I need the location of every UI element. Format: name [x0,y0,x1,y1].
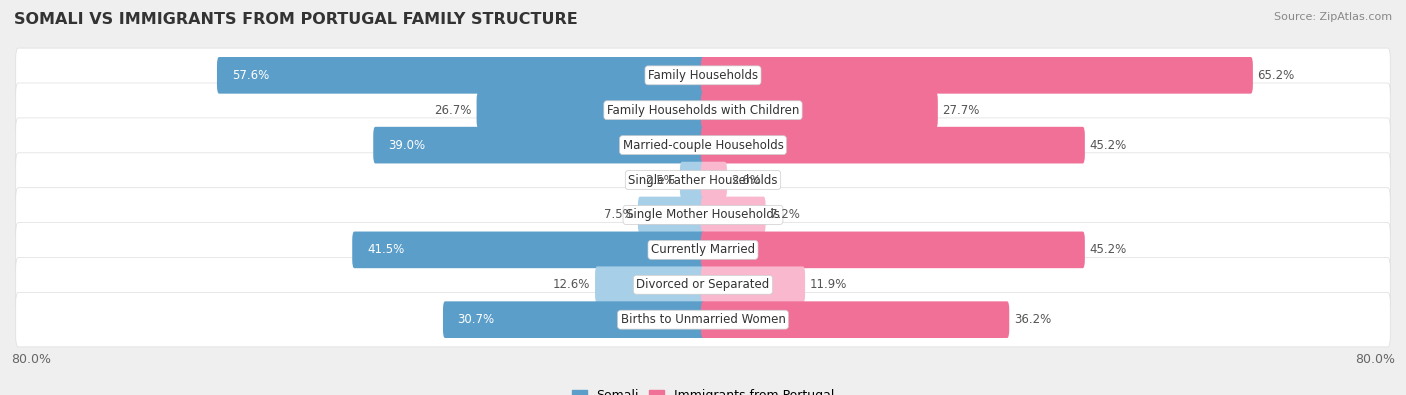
FancyBboxPatch shape [638,197,704,233]
Text: Divorced or Separated: Divorced or Separated [637,278,769,291]
Text: 27.7%: 27.7% [942,104,980,117]
FancyBboxPatch shape [702,197,766,233]
FancyBboxPatch shape [702,92,938,128]
Text: 2.5%: 2.5% [645,173,675,186]
Text: SOMALI VS IMMIGRANTS FROM PORTUGAL FAMILY STRUCTURE: SOMALI VS IMMIGRANTS FROM PORTUGAL FAMIL… [14,12,578,27]
Text: 45.2%: 45.2% [1090,139,1126,152]
Text: 26.7%: 26.7% [434,104,472,117]
FancyBboxPatch shape [702,301,1010,338]
Text: 45.2%: 45.2% [1090,243,1126,256]
Text: 7.2%: 7.2% [770,209,800,222]
Text: 39.0%: 39.0% [388,139,425,152]
Text: 36.2%: 36.2% [1014,313,1052,326]
FancyBboxPatch shape [443,301,704,338]
FancyBboxPatch shape [15,223,1391,277]
FancyBboxPatch shape [15,83,1391,137]
Legend: Somali, Immigrants from Portugal: Somali, Immigrants from Portugal [567,384,839,395]
Text: Family Households: Family Households [648,69,758,82]
FancyBboxPatch shape [353,231,704,268]
FancyBboxPatch shape [702,162,727,198]
FancyBboxPatch shape [477,92,704,128]
Text: Single Mother Households: Single Mother Households [626,209,780,222]
FancyBboxPatch shape [702,57,1253,94]
FancyBboxPatch shape [702,127,1085,164]
FancyBboxPatch shape [15,48,1391,103]
FancyBboxPatch shape [702,267,806,303]
Text: Births to Unmarried Women: Births to Unmarried Women [620,313,786,326]
Text: 30.7%: 30.7% [458,313,495,326]
Text: 2.6%: 2.6% [731,173,762,186]
Text: 65.2%: 65.2% [1257,69,1295,82]
FancyBboxPatch shape [15,292,1391,347]
FancyBboxPatch shape [681,162,704,198]
FancyBboxPatch shape [15,153,1391,207]
FancyBboxPatch shape [15,258,1391,312]
FancyBboxPatch shape [702,231,1085,268]
Text: Currently Married: Currently Married [651,243,755,256]
Text: Married-couple Households: Married-couple Households [623,139,783,152]
FancyBboxPatch shape [15,188,1391,242]
Text: 12.6%: 12.6% [553,278,591,291]
Text: 41.5%: 41.5% [367,243,404,256]
FancyBboxPatch shape [217,57,704,94]
Text: 57.6%: 57.6% [232,69,269,82]
Text: 11.9%: 11.9% [810,278,846,291]
Text: Single Father Households: Single Father Households [628,173,778,186]
FancyBboxPatch shape [373,127,704,164]
FancyBboxPatch shape [595,267,704,303]
Text: Source: ZipAtlas.com: Source: ZipAtlas.com [1274,12,1392,22]
FancyBboxPatch shape [15,118,1391,172]
Text: Family Households with Children: Family Households with Children [607,104,799,117]
Text: 7.5%: 7.5% [603,209,633,222]
